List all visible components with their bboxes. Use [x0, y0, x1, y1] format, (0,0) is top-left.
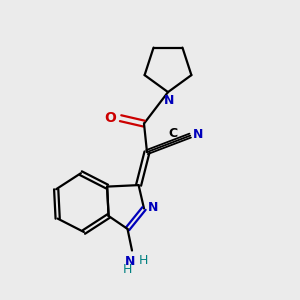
Text: N: N: [193, 128, 204, 141]
Text: O: O: [104, 111, 116, 124]
Text: N: N: [124, 255, 135, 268]
Text: N: N: [148, 201, 159, 214]
Text: N: N: [164, 94, 174, 107]
Text: C: C: [169, 127, 178, 140]
Text: H: H: [139, 254, 148, 266]
Text: H: H: [123, 263, 133, 276]
